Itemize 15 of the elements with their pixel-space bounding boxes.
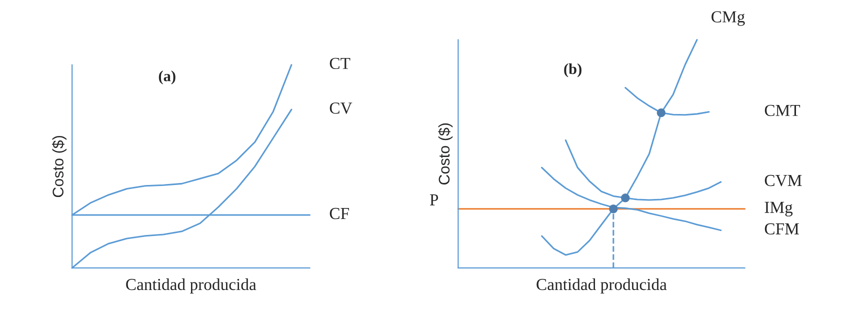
text: (b) <box>564 63 582 78</box>
text: CVM <box>764 174 802 186</box>
x-axis-title: Cantidad producida <box>126 278 256 294</box>
series-label: IMg <box>764 202 793 216</box>
text: CT <box>330 58 350 70</box>
text: CMT <box>764 104 800 116</box>
series-label: CF <box>330 208 349 220</box>
text: CV <box>330 102 352 114</box>
y-axis-title: Costo ($) <box>52 136 67 198</box>
x-axis-title: Cantidad producida <box>536 278 667 294</box>
text: CFM <box>764 223 799 234</box>
series-label: CMg <box>712 11 745 26</box>
y-axis-title: Costo ($) <box>438 123 453 185</box>
chart-title: (a) <box>158 70 176 84</box>
text: P <box>430 194 438 206</box>
